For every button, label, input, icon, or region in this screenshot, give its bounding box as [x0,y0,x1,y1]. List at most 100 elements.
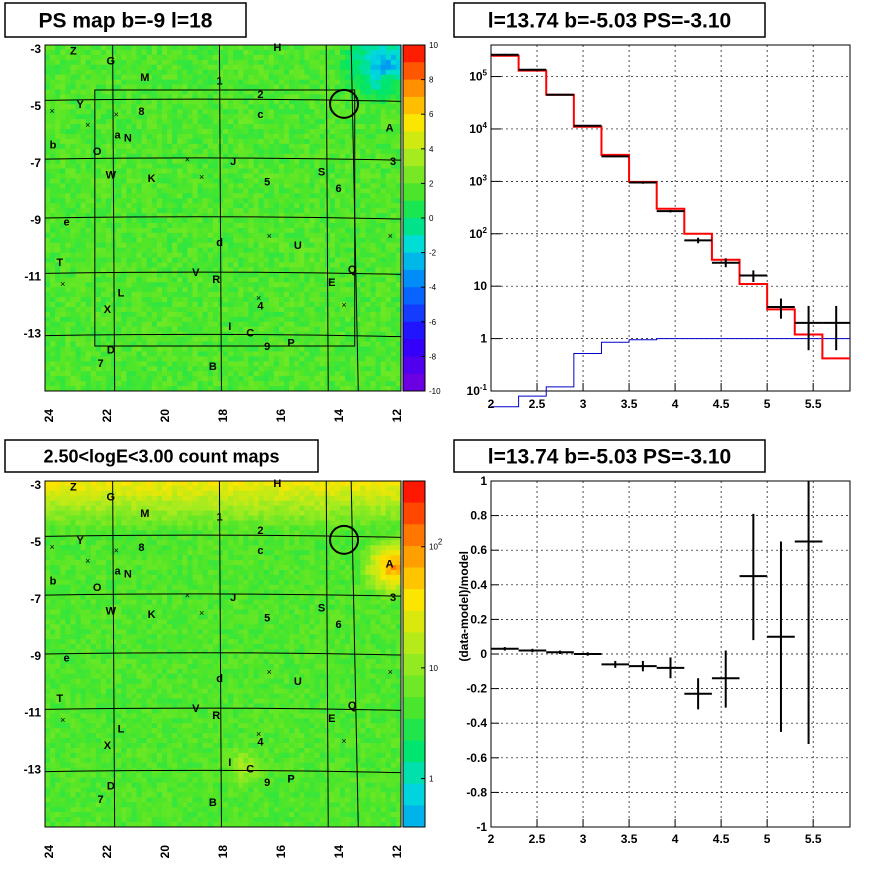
heatmap-cell [390,222,397,229]
heatmap-cell [314,341,321,347]
heatmap-cell [192,198,198,204]
heatmap-cell [294,84,300,90]
heatmap-cell [90,193,97,199]
heatmap-cell [294,119,300,125]
heatmap-cell [233,252,239,258]
heatmap-cell [121,287,127,293]
heatmap-cell [146,119,153,125]
heatmap-cell [45,316,51,323]
heatmap-cell [212,262,219,268]
heatmap-cell [217,74,224,80]
heatmap-cell [390,153,397,160]
heatmap-cell [223,257,229,263]
heatmap-cell [268,133,275,140]
heatmap-cell [345,351,351,357]
heatmap-cell [177,99,183,105]
heatmap-cell [375,168,382,174]
heatmap-cell [284,54,290,61]
heatmap-cell [126,79,132,85]
heatmap-cell [80,79,87,85]
heatmap-cell [248,49,254,56]
heatmap-cell [90,74,97,80]
heatmap-cell [284,148,290,155]
heatmap-cell [370,306,376,313]
heatmap-cell [324,163,331,169]
heatmap-cell [238,203,244,209]
heatmap-cell [95,292,102,298]
heatmap-cell [263,183,270,189]
heatmap-cell [177,59,183,66]
heatmap-cell [161,64,168,71]
heatmap-cell [100,208,107,214]
heatmap-cell [50,386,56,392]
heatmap-cell [60,272,66,278]
heatmap-cell [334,302,341,308]
heatmap-cell [350,316,356,323]
heatmap-cell [304,45,310,51]
heatmap-cell [80,124,87,130]
heatmap-cell [100,203,107,209]
heatmap-cell [375,99,382,105]
heatmap-cell [202,361,209,367]
heatmap-cell [126,69,132,76]
heatmap-cell [70,366,76,372]
heatmap-cell [268,104,275,110]
heatmap-cell [100,158,107,165]
heatmap-cell [228,69,234,76]
heatmap-cell [268,242,275,249]
heatmap-cell [45,59,51,66]
heatmap-cell [136,252,143,258]
heatmap-cell [177,178,183,184]
heatmap-cell [161,94,168,100]
heatmap-cell [167,326,173,333]
heatmap-cell [339,119,346,125]
heatmap-cell [253,252,259,258]
heatmap-cell [334,242,341,249]
heatmap-cell [324,386,331,392]
heatmap-cell [95,282,102,288]
heatmap-cell [172,257,178,263]
heatmap-cell [106,297,112,303]
heatmap-cell [355,297,361,303]
heatmap-cell [70,188,76,194]
heatmap-cell [95,129,102,135]
heatmap-cell [309,153,315,160]
heatmap-cell [385,79,392,85]
heatmap-cell [95,203,102,209]
heatmap-cell [319,361,326,367]
heatmap-cell [370,237,376,244]
heatmap-cell [106,336,112,342]
heatmap-cell [182,133,188,140]
heatmap-cell [55,183,61,189]
heatmap-cell [228,114,234,120]
heatmap-cell [202,74,209,80]
heatmap-cell [100,94,107,100]
heatmap-cell [90,227,97,234]
heatmap-cell [161,336,168,342]
heatmap-cell [339,79,346,85]
heatmap-cell [233,292,239,298]
heatmap-cell [182,94,188,100]
heatmap-cell [350,59,356,66]
heatmap-cell [212,119,219,125]
heatmap-cell [375,257,382,263]
heatmap-cell [278,311,285,318]
heatmap-cell [202,64,209,71]
heatmap-cell [207,361,214,367]
heatmap-cell [329,252,336,258]
heatmap-cell [126,366,132,372]
heatmap-cell [156,282,163,288]
heatmap-cell [223,114,229,120]
heatmap-cell [258,218,265,224]
heatmap-cell [90,208,97,214]
heatmap-cell [248,366,254,372]
heatmap-cell [294,153,300,160]
heatmap-cell [238,163,244,169]
heatmap-cell [339,222,346,229]
heatmap-cell [243,114,249,120]
heatmap-cell [390,272,397,278]
heatmap-cell [299,133,305,140]
heatmap-cell [299,89,305,95]
title-box-tl [4,2,247,38]
heatmap-cell [253,198,259,204]
